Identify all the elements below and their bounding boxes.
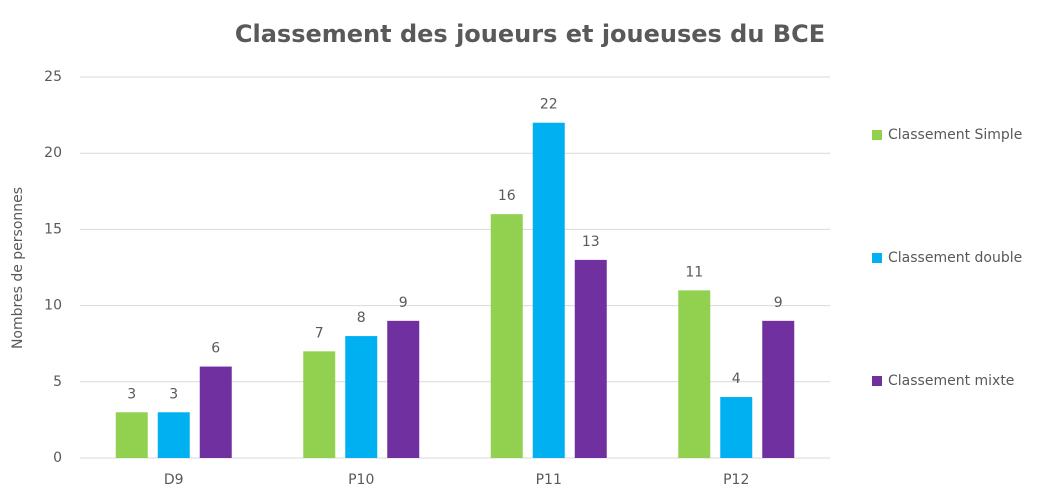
bar xyxy=(387,320,420,458)
data-label: 9 xyxy=(399,295,408,311)
bar xyxy=(303,351,336,458)
legend-swatch xyxy=(872,130,882,140)
y-axis-label: Nombres de personnes xyxy=(10,187,26,349)
y-tick-label: 20 xyxy=(44,145,62,161)
data-label: 8 xyxy=(357,310,366,326)
data-label: 9 xyxy=(774,295,783,311)
data-label: 3 xyxy=(127,386,136,402)
chart-title: Classement des joueurs et joueuses du BC… xyxy=(235,20,825,48)
data-label: 13 xyxy=(582,234,600,250)
data-label: 4 xyxy=(732,371,741,387)
bar xyxy=(574,259,607,458)
y-tick-label: 0 xyxy=(53,450,62,466)
legend-swatch xyxy=(872,376,882,386)
bar xyxy=(199,366,232,458)
bar xyxy=(345,336,378,458)
data-label: 22 xyxy=(540,97,558,113)
bar xyxy=(115,412,148,458)
x-tick-label: D9 xyxy=(164,472,184,488)
data-label: 11 xyxy=(685,264,703,280)
x-tick-label: P12 xyxy=(723,472,749,488)
legend-label: Classement Simple xyxy=(888,127,1022,143)
data-label: 6 xyxy=(211,341,220,357)
data-label: 3 xyxy=(169,386,178,402)
y-tick-label: 25 xyxy=(44,69,62,85)
bar xyxy=(762,320,795,458)
bar xyxy=(490,214,523,458)
legend-label: Classement mixte xyxy=(888,373,1014,389)
y-tick-label: 15 xyxy=(44,221,62,237)
bar xyxy=(720,397,753,458)
legend-label: Classement double xyxy=(888,250,1022,266)
y-tick-label: 5 xyxy=(53,374,62,390)
x-tick-label: P10 xyxy=(348,472,374,488)
y-tick-label: 10 xyxy=(44,298,62,314)
data-label: 16 xyxy=(498,188,516,204)
x-tick-label: P11 xyxy=(536,472,562,488)
bar xyxy=(532,122,565,458)
data-label: 7 xyxy=(315,325,324,341)
legend-swatch xyxy=(872,253,882,263)
bar xyxy=(157,412,190,458)
bar xyxy=(678,290,711,458)
